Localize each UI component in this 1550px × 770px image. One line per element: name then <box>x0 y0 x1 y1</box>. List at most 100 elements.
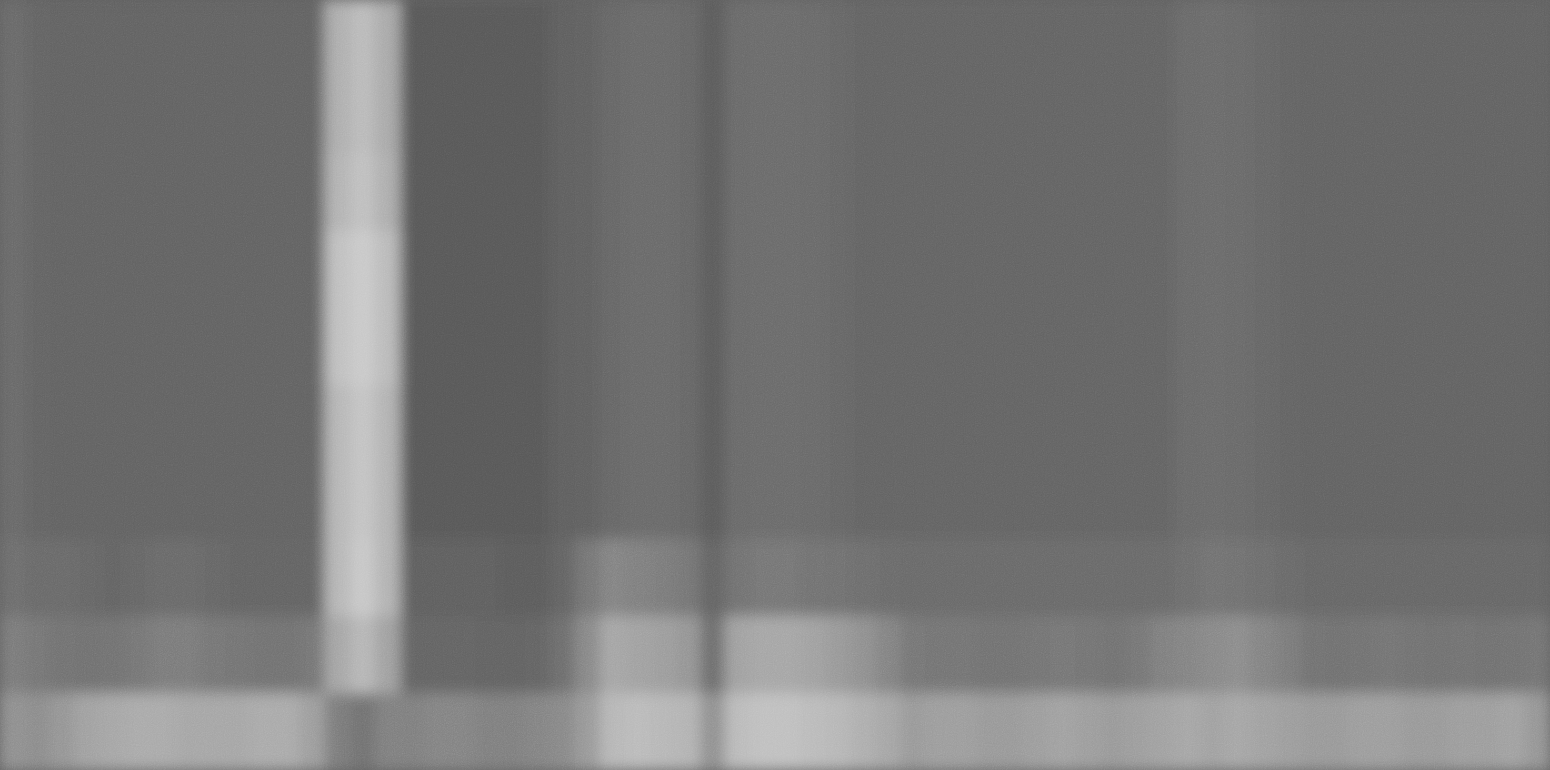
cell <box>1075 0 1101 78</box>
cell <box>200 462 226 540</box>
cell <box>425 231 451 309</box>
cell <box>550 385 576 463</box>
cell <box>1250 77 1276 155</box>
cell <box>325 231 351 309</box>
cell <box>1200 693 1226 770</box>
cell <box>1175 154 1201 232</box>
cell <box>450 77 476 155</box>
cell <box>450 154 476 232</box>
cell <box>1325 154 1351 232</box>
cell <box>100 616 126 694</box>
cell <box>200 231 226 309</box>
cell <box>925 0 951 78</box>
cell <box>350 308 376 386</box>
cell <box>1075 308 1101 386</box>
cell <box>575 616 601 694</box>
cell <box>800 154 826 232</box>
cell <box>1125 154 1151 232</box>
cell <box>1300 77 1326 155</box>
cell <box>1475 539 1501 617</box>
cell <box>1450 0 1476 78</box>
cell <box>850 462 876 540</box>
cell <box>1225 616 1251 694</box>
cell <box>350 616 376 694</box>
cell <box>675 308 701 386</box>
cell <box>1500 308 1526 386</box>
cell <box>1175 0 1201 78</box>
cell <box>1475 154 1501 232</box>
cell <box>950 539 976 617</box>
cell <box>900 616 926 694</box>
cell <box>800 616 826 694</box>
cell <box>1475 77 1501 155</box>
cell <box>575 539 601 617</box>
cell <box>175 539 201 617</box>
cell <box>1400 154 1426 232</box>
cell <box>200 0 226 78</box>
cell <box>225 231 251 309</box>
cell <box>700 77 726 155</box>
cell <box>1475 308 1501 386</box>
cell <box>650 693 676 770</box>
cell <box>550 0 576 78</box>
cell <box>1150 231 1176 309</box>
cell <box>950 462 976 540</box>
cell <box>225 462 251 540</box>
spectrogram-root <box>0 0 1550 770</box>
cell <box>1375 77 1401 155</box>
cell <box>75 231 101 309</box>
cell <box>75 154 101 232</box>
cell <box>50 308 76 386</box>
cell <box>275 616 301 694</box>
cell <box>475 616 501 694</box>
cell <box>275 308 301 386</box>
cell <box>1400 462 1426 540</box>
cell <box>1475 462 1501 540</box>
cell <box>125 0 151 78</box>
cell <box>1500 616 1526 694</box>
cell <box>1200 539 1226 617</box>
cell <box>900 385 926 463</box>
cell <box>125 77 151 155</box>
cell <box>1350 77 1376 155</box>
cell <box>1300 616 1326 694</box>
cell <box>1025 77 1051 155</box>
cell <box>50 693 76 770</box>
cell <box>1400 385 1426 463</box>
cell <box>375 693 401 770</box>
cell <box>700 308 726 386</box>
cell <box>1250 385 1276 463</box>
cell <box>1025 0 1051 78</box>
cell <box>825 616 851 694</box>
cell <box>375 616 401 694</box>
cell <box>0 231 26 309</box>
cell <box>650 462 676 540</box>
cell <box>450 231 476 309</box>
cell <box>775 385 801 463</box>
cell <box>1275 616 1301 694</box>
cell <box>825 308 851 386</box>
cell <box>1275 539 1301 617</box>
cell <box>575 308 601 386</box>
cell <box>750 693 776 770</box>
cell <box>325 539 351 617</box>
cell <box>275 693 301 770</box>
cell <box>400 231 426 309</box>
cell <box>300 154 326 232</box>
cell <box>300 77 326 155</box>
cell <box>175 693 201 770</box>
cell <box>100 693 126 770</box>
cell <box>1125 693 1151 770</box>
cell <box>1075 385 1101 463</box>
cell <box>1450 77 1476 155</box>
cell <box>700 385 726 463</box>
cell <box>1050 154 1076 232</box>
cell <box>650 0 676 78</box>
cell <box>500 385 526 463</box>
cell <box>925 385 951 463</box>
cell <box>1000 539 1026 617</box>
cell <box>1350 385 1376 463</box>
cell <box>625 0 651 78</box>
cell <box>1400 616 1426 694</box>
cell <box>200 693 226 770</box>
